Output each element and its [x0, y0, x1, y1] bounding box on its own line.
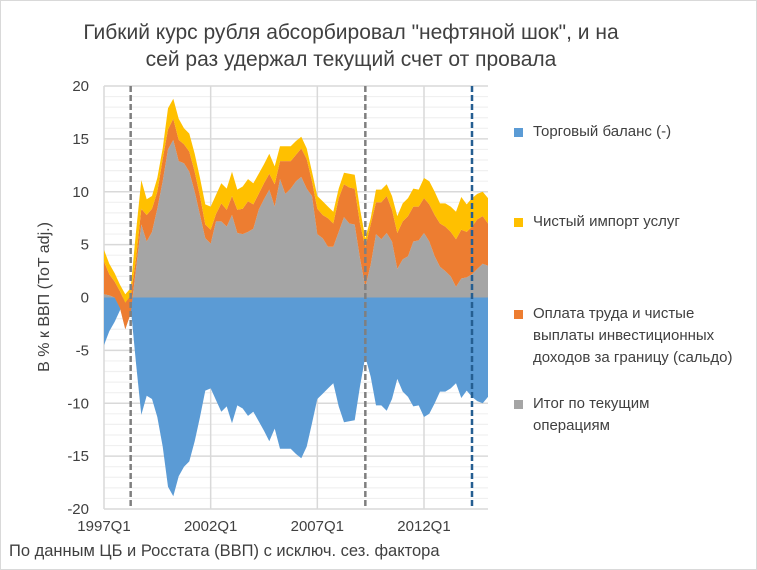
legend-item-current-account: Итог по текущим операциям — [514, 393, 749, 437]
y-tick-label: 10 — [72, 184, 89, 201]
area-current-account — [104, 139, 488, 330]
stacked-areas — [104, 98, 488, 497]
legend-swatch-services — [514, 218, 523, 227]
x-tick-label: 2007Q1 — [291, 518, 344, 535]
area-income — [104, 118, 488, 330]
y-tick-label: -5 — [76, 342, 89, 359]
x-tick-labels: 1997Q1 2002Q1 2007Q1 2012Q1 — [77, 518, 450, 535]
legend-label: Итог по текущим операциям — [533, 395, 650, 434]
y-tick-label: -10 — [67, 395, 89, 412]
legend-swatch-income — [514, 310, 523, 319]
legend-item-income: Оплата труда и чистые выплаты инвестицио… — [514, 303, 749, 369]
legend-swatch-trade — [514, 128, 523, 137]
legend-item-trade: Торговый баланс (-) — [514, 121, 749, 143]
chart-title: Гибкий курс рубля абсорбировал "нефтяной… — [1, 19, 701, 73]
event-markers — [129, 86, 474, 509]
chart-title-line-1: Гибкий курс рубля абсорбировал "нефтяной… — [83, 21, 619, 44]
y-tick-label: -20 — [67, 501, 89, 518]
chart-title-line-2: сей раз удержал текущий счет от провала — [145, 48, 557, 71]
x-tick-label: 2002Q1 — [184, 518, 237, 535]
x-tick-label: 2012Q1 — [397, 518, 450, 535]
y-axis-label: В % к ВВП (ToT adj.) — [36, 222, 53, 372]
y-tick-label: -15 — [67, 448, 89, 465]
legend-swatch-current-account — [514, 400, 523, 409]
y-tick-label: 15 — [72, 131, 89, 148]
area-trade-balance — [104, 297, 488, 497]
legend-label: Оплата труда и чистые выплаты инвестицио… — [533, 305, 733, 366]
area-services — [104, 98, 488, 303]
legend-label: Торговый баланс (-) — [533, 123, 672, 140]
source-note: По данным ЦБ и Росстата (ВВП) с исключ. … — [9, 542, 440, 560]
legend-label: Чистый импорт услуг — [533, 213, 680, 230]
y-tick-label: 20 — [72, 78, 89, 95]
y-tick-label: 0 — [81, 290, 89, 307]
legend-item-services: Чистый импорт услуг — [514, 211, 749, 233]
y-tick-labels: 20 15 10 5 0 -5 -10 -15 -20 — [67, 78, 89, 518]
x-tick-label: 1997Q1 — [77, 518, 130, 535]
y-tick-label: 5 — [81, 237, 89, 254]
